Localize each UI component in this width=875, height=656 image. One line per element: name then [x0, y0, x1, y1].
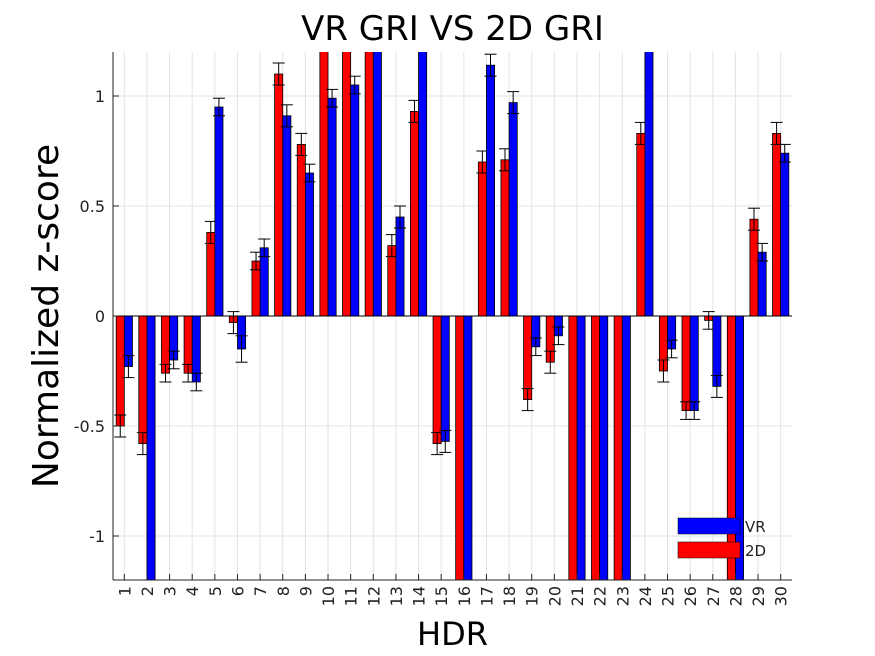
x-tick-label: 24 [636, 586, 655, 606]
x-tick-label: 14 [410, 586, 429, 606]
x-tick-label: 12 [364, 586, 383, 606]
legend: VR 2D [677, 517, 766, 560]
bar-vr-7 [259, 247, 269, 317]
bar-vr-24 [644, 52, 654, 317]
bar-2d-11 [342, 52, 352, 317]
bar-2d-5 [206, 231, 216, 317]
legend-label-2d: 2D [745, 542, 766, 560]
bar-2d-12 [364, 52, 374, 317]
x-tick-label: 17 [477, 586, 496, 606]
bar-vr-14 [418, 52, 428, 317]
chart-title: VR GRI VS 2D GRI [301, 9, 604, 49]
bar-vr-9 [304, 172, 314, 317]
bar-2d-1 [115, 315, 125, 427]
bar-2d-26 [681, 315, 691, 411]
bar-2d-30 [772, 132, 782, 317]
y-tick-label: -1 [89, 527, 105, 546]
bar-2d-16 [455, 315, 465, 580]
bar-2d-22 [591, 315, 601, 580]
bar-2d-28 [726, 315, 736, 580]
bar-vr-29 [757, 251, 767, 317]
bar-2d-23 [613, 315, 623, 580]
x-tick-label: 20 [545, 586, 564, 606]
bar-vr-23 [621, 315, 631, 580]
bar-vr-4 [191, 315, 201, 383]
bar-vr-10 [327, 97, 337, 317]
bar-2d-15 [432, 315, 442, 444]
y-tick-label: 1 [95, 87, 105, 106]
x-tick-label: 1 [115, 586, 134, 596]
x-tick-label: 16 [455, 586, 474, 606]
bar-2d-17 [477, 161, 487, 317]
x-tick-label: 21 [568, 586, 587, 606]
x-tick-label: 7 [251, 586, 270, 596]
x-tick-label: 11 [342, 586, 361, 606]
bar-2d-29 [749, 218, 759, 317]
x-tick-label: 8 [274, 586, 293, 596]
bar-2d-14 [410, 111, 419, 317]
x-tick-label: 10 [319, 586, 338, 606]
x-tick-label: 25 [659, 586, 678, 606]
bar-vr-11 [350, 84, 360, 317]
legend-label-vr: VR [745, 518, 766, 536]
bar-vr-15 [440, 315, 450, 442]
y-axis-label: Normalized z-score [26, 144, 67, 488]
x-tick-label: 4 [183, 586, 202, 596]
x-tick-label: 5 [206, 586, 225, 596]
bar-vr-18 [508, 102, 518, 317]
x-tick-label: 18 [500, 586, 519, 606]
bar-vr-12 [372, 52, 382, 317]
bar-vr-5 [214, 106, 224, 317]
bar-2d-21 [568, 315, 578, 580]
y-tick-label: 0.5 [80, 197, 105, 216]
x-tick-label: 28 [726, 586, 745, 606]
legend-swatch-2d [677, 541, 741, 559]
x-tick-label: 2 [138, 586, 157, 596]
bar-vr-21 [576, 315, 586, 580]
bar-2d-10 [319, 52, 329, 317]
x-tick-label: 26 [681, 586, 700, 606]
x-tick-label: 3 [161, 586, 180, 596]
bar-2d-9 [296, 143, 306, 317]
bar-2d-18 [500, 159, 510, 317]
bar-2d-8 [274, 73, 284, 317]
x-axis-label: HDR [417, 615, 488, 653]
bar-2d-19 [523, 315, 533, 400]
bar-vr-17 [486, 64, 495, 317]
x-tick-label: 13 [387, 586, 406, 606]
x-tick-label: 30 [772, 586, 791, 606]
x-tick-label: 22 [591, 586, 610, 606]
bar-2d-2 [138, 315, 148, 444]
x-tick-label: 15 [432, 586, 451, 606]
y-tick-label: 0 [95, 307, 105, 326]
x-tick-label: 19 [523, 586, 542, 606]
bar-vr-30 [780, 152, 790, 317]
bar-vr-26 [689, 315, 699, 411]
bar-2d-24 [636, 132, 646, 317]
bar-vr-13 [395, 216, 405, 317]
x-tick-label: 9 [296, 586, 315, 596]
legend-swatch-vr [677, 517, 741, 535]
bar-vr-22 [599, 315, 609, 580]
bar-vr-16 [463, 315, 473, 580]
x-tick-label: 27 [704, 586, 723, 606]
x-tick-label: 29 [749, 586, 768, 606]
bar-vr-8 [282, 115, 292, 317]
x-tick-label: 23 [613, 586, 632, 606]
x-tick-label: 6 [228, 586, 247, 596]
bar-vr-2 [146, 315, 156, 580]
y-tick-label: -0.5 [74, 417, 105, 436]
bar-vr-28 [735, 315, 744, 580]
